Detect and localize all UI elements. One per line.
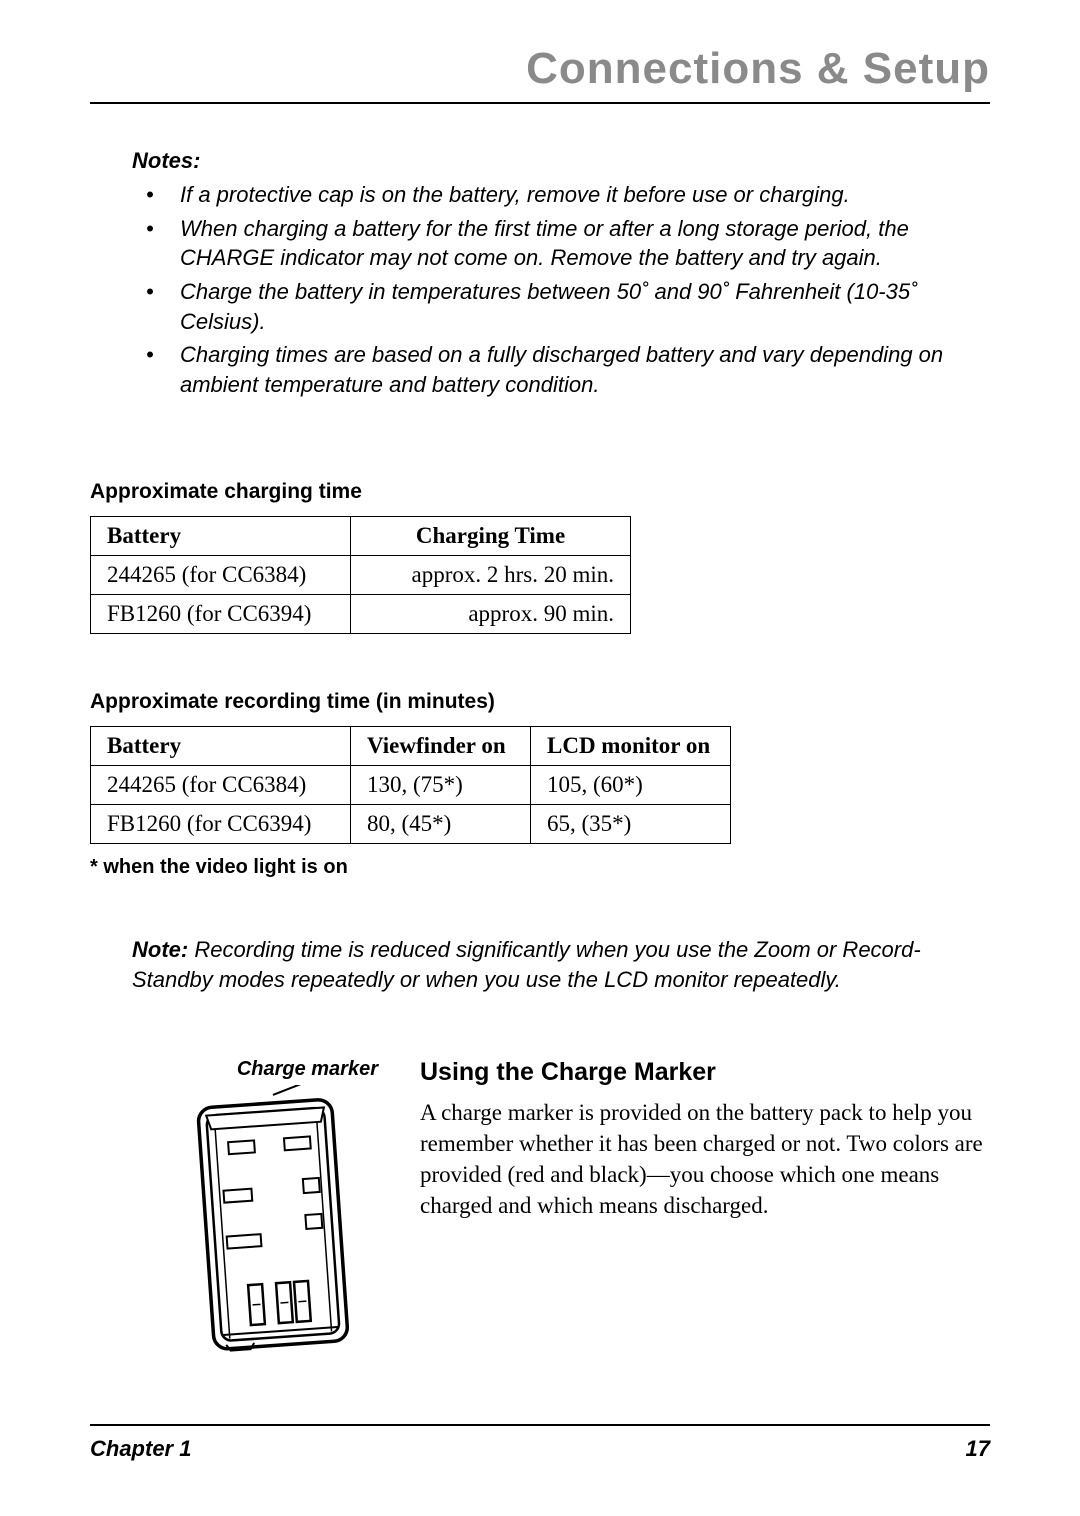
table-footnote: * when the video light is on xyxy=(90,856,990,879)
list-item: When charging a battery for the first ti… xyxy=(132,214,970,273)
table-header: LCD monitor on xyxy=(531,726,731,765)
note-block: Note: Recording time is reduced signific… xyxy=(132,935,970,994)
table-cell: 80, (45*) xyxy=(351,804,531,843)
table-cell: 130, (75*) xyxy=(351,765,531,804)
table1-caption: Approximate charging time xyxy=(90,480,990,504)
section-heading: Using the Charge Marker xyxy=(420,1058,990,1087)
list-item: Charging times are based on a fully disc… xyxy=(132,340,970,399)
page-footer: Chapter 1 17 xyxy=(90,1424,990,1462)
list-item: Charge the battery in temperatures betwe… xyxy=(132,277,970,336)
notes-label: Notes: xyxy=(132,148,970,174)
table-cell: 65, (35*) xyxy=(531,804,731,843)
table-header: Charging Time xyxy=(351,516,631,555)
table-cell: 244265 (for CC6384) xyxy=(91,765,351,804)
diagram-label: Charge marker xyxy=(132,1058,378,1081)
note-text: Recording time is reduced significantly … xyxy=(132,937,921,992)
notes-list: If a protective cap is on the battery, r… xyxy=(132,180,970,400)
table-header: Battery xyxy=(91,726,351,765)
table-charging-time: Battery Charging Time 244265 (for CC6384… xyxy=(90,516,631,634)
table-cell: approx. 90 min. xyxy=(351,594,631,633)
section-body: A charge marker is provided on the batte… xyxy=(420,1097,990,1221)
page-header: Connections & Setup xyxy=(90,44,990,104)
footer-page-number: 17 xyxy=(966,1436,990,1462)
table-cell: 244265 (for CC6384) xyxy=(91,555,351,594)
battery-diagram xyxy=(182,1085,372,1365)
table-recording-time: Battery Viewfinder on LCD monitor on 244… xyxy=(90,726,731,844)
table-cell: FB1260 (for CC6394) xyxy=(91,594,351,633)
list-item: If a protective cap is on the battery, r… xyxy=(132,180,970,210)
table-cell: FB1260 (for CC6394) xyxy=(91,804,351,843)
table-header: Viewfinder on xyxy=(351,726,531,765)
table-cell: approx. 2 hrs. 20 min. xyxy=(351,555,631,594)
note-label: Note: xyxy=(132,937,188,962)
table2-caption: Approximate recording time (in minutes) xyxy=(90,690,990,714)
footer-chapter: Chapter 1 xyxy=(90,1436,191,1462)
table-header: Battery xyxy=(91,516,351,555)
table-cell: 105, (60*) xyxy=(531,765,731,804)
notes-block: Notes: If a protective cap is on the bat… xyxy=(132,148,970,400)
